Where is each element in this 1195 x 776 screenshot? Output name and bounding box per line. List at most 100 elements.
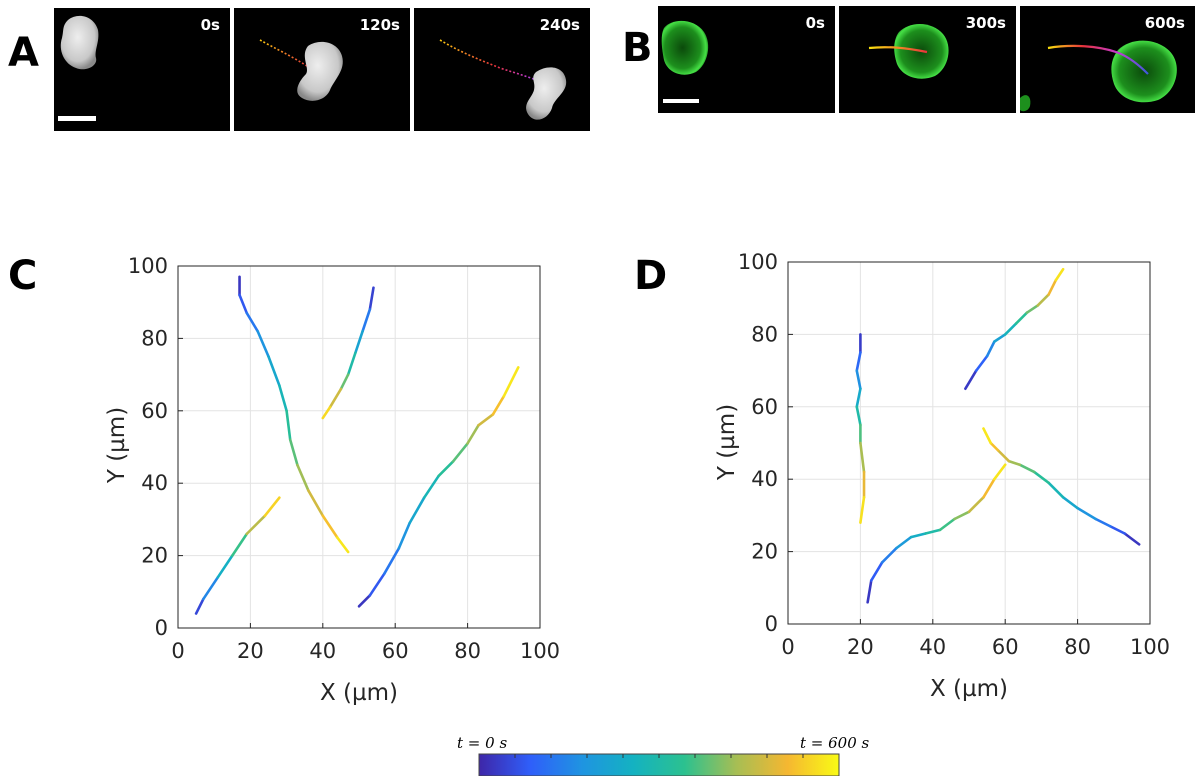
trajectory-segment (1047, 481, 1065, 499)
trajectory-segment (368, 572, 386, 597)
microscopy-frame-a3: 240s (414, 8, 590, 131)
trajectory-segment (938, 517, 956, 532)
x-tick-label: 60 (382, 639, 409, 663)
y-axis-label: Y (µm) (104, 407, 130, 484)
trajectory-segment (346, 351, 357, 376)
x-tick-label: 80 (1064, 635, 1091, 659)
trajectory-segment (357, 594, 372, 608)
x-tick-label: 40 (919, 635, 946, 659)
trajectory-segment (263, 496, 281, 518)
trajectory-segment (982, 477, 996, 499)
scale-bar (58, 116, 96, 121)
trajectory-segment (866, 579, 873, 604)
trajectory-segment (1047, 278, 1058, 296)
trajectory-segment (1025, 304, 1040, 314)
microscopy-frame-a1: 0s (54, 8, 230, 131)
trajectory-segment (967, 496, 985, 514)
trajectory-segment (321, 405, 332, 420)
trajectory-segment (202, 576, 220, 601)
timestamp: 0s (805, 14, 825, 32)
y-tick-label: 40 (141, 471, 168, 495)
y-axis-label: Y (µm) (714, 404, 740, 481)
trajectory-segment (335, 536, 350, 554)
trajectory-segment (855, 405, 862, 427)
trajectory-segment (256, 329, 270, 358)
panel-label-b: B (622, 25, 653, 71)
trajectory-segment (985, 340, 996, 358)
trajectory-segment (859, 496, 866, 524)
simulated-cell (259, 39, 343, 101)
simulated-cell (60, 15, 99, 70)
trajectory-4 (982, 427, 1141, 546)
trajectory-segment (1014, 311, 1029, 325)
trajectory-segment (1076, 506, 1098, 521)
panel-label-d: D (634, 253, 668, 299)
trajectory-segment (397, 521, 411, 550)
trajectory-segment (238, 293, 249, 315)
colorbar-end-label: t = 600 s (800, 734, 870, 752)
x-tick-label: 0 (171, 639, 184, 663)
trajectory-segment (1007, 459, 1021, 467)
x-axis-label: X (µm) (930, 676, 1008, 702)
trajectory-segment (361, 308, 372, 333)
trajectory-segment (354, 329, 364, 355)
trajectory-2 (964, 267, 1065, 390)
timestamp: 600s (1144, 14, 1185, 32)
y-tick-label: 20 (751, 540, 778, 564)
trajectory-3 (866, 463, 1007, 604)
trajectory-segment (285, 409, 292, 442)
plot-background (788, 262, 1150, 624)
timestamp: 300s (965, 14, 1006, 32)
fluorescent-cell (868, 23, 949, 79)
microscopy-frame-a2: 120s (234, 8, 410, 131)
trajectory-segment (288, 438, 299, 467)
trajectory-segment (1054, 267, 1065, 282)
simulated-cell (439, 39, 567, 120)
trajectory-segment (993, 333, 1007, 343)
trajectory-segment (437, 460, 455, 478)
trajectory-segment (245, 514, 267, 536)
x-tick-label: 40 (309, 639, 336, 663)
y-tick-label: 80 (141, 326, 168, 350)
trajectory-segment (231, 532, 249, 557)
trajectory-segment (296, 463, 310, 492)
trajectory-segment (477, 413, 495, 427)
fluorescent-cell (1020, 40, 1177, 112)
trajectory-1 (238, 275, 350, 554)
trajectory-segment (1032, 470, 1050, 485)
trajectory-segment (383, 547, 401, 576)
trajectory-segment (895, 535, 913, 550)
trajectory-segment (1018, 463, 1036, 474)
x-tick-label: 100 (520, 639, 560, 663)
axes-box (177, 265, 541, 629)
trajectory-segment (267, 355, 281, 387)
y-tick-label: 40 (751, 467, 778, 491)
trajectory-4 (357, 366, 520, 608)
trajectory-segment (408, 496, 426, 525)
trajectory-segment (974, 354, 989, 372)
y-tick-label: 80 (751, 322, 778, 346)
trajectory-segment (466, 423, 480, 445)
timestamp: 240s (539, 16, 580, 34)
cell-track (1047, 44, 1149, 75)
x-tick-label: 60 (992, 635, 1019, 659)
colorbar-start-label: t = 0 s (457, 734, 507, 752)
trajectory-segment (328, 387, 343, 409)
trajectory-segment (502, 366, 520, 398)
axes-box (787, 261, 1151, 625)
trajectory-segment (909, 532, 927, 539)
trajectory-segment (1036, 293, 1050, 307)
x-tick-label: 0 (781, 635, 794, 659)
trajectory-segment (1003, 322, 1018, 336)
trajectory-segment (964, 369, 978, 390)
y-tick-label: 100 (738, 250, 778, 274)
x-tick-label: 20 (847, 635, 874, 659)
trajectory-plot-c: 0 20 40 60 80 100 0 20 40 60 80 100 X (µm) Y (µm) (104, 254, 560, 706)
trajectory-segment (859, 441, 866, 474)
trajectory-segment (996, 448, 1011, 463)
microscopy-frame-b2: 300s (839, 6, 1016, 113)
trajectory-segment (339, 373, 350, 391)
trajectory-segment (1094, 517, 1112, 528)
trajectory-segment (855, 369, 862, 390)
y-tick-label: 0 (765, 612, 778, 636)
